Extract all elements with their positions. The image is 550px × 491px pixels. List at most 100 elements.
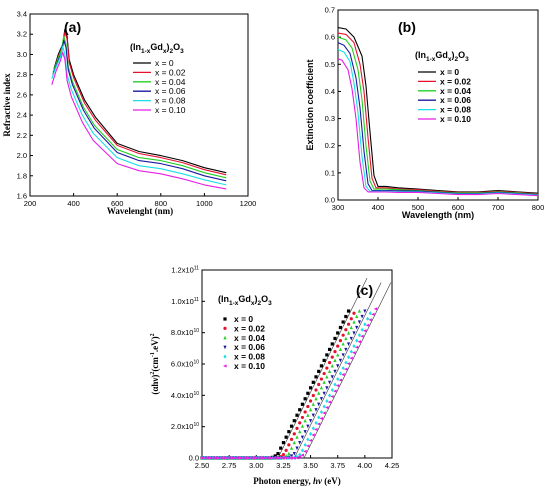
chart-a-y-ticks: 1.6 1.8 2.0 2.2 2.4 2.6 2.8 3.0 3.2 3.4 — [17, 10, 33, 201]
series-line — [337, 42, 539, 196]
data-point — [336, 364, 340, 368]
chart-c-panel-label: (c) — [356, 282, 373, 298]
chart-b: 300 400 500 600 700 800 0.0 0.1 0.2 0.3 0.4 0.5 0.6… — [305, 6, 544, 221]
data-point — [322, 371, 326, 376]
x-tick-label: 800 — [155, 199, 168, 208]
x-tick-label: 1000 — [196, 199, 213, 208]
data-point — [311, 393, 315, 398]
data-point — [314, 420, 318, 425]
chart-b-y-ticks: 0.0 0.1 0.2 0.3 0.4 0.5 0.6 0.7 — [325, 6, 341, 205]
series-line — [337, 36, 539, 195]
legend-entry: x = 0.06 — [234, 342, 265, 352]
data-point — [338, 339, 343, 343]
data-point — [346, 309, 351, 313]
data-point — [319, 385, 324, 390]
data-point — [270, 456, 275, 460]
data-point — [338, 378, 343, 382]
data-point — [357, 333, 362, 338]
y-tick-label: 2.0 — [17, 151, 27, 160]
y-tick-label: 0.5 — [325, 60, 335, 69]
data-point — [289, 446, 294, 450]
data-point — [349, 356, 353, 360]
data-point — [330, 355, 334, 359]
x-tick-label: 400 — [67, 199, 80, 208]
series-line — [337, 27, 539, 194]
legend-entry: x = 0.08 — [234, 352, 265, 362]
data-point — [300, 435, 305, 440]
data-point — [327, 380, 332, 385]
data-point — [223, 335, 227, 340]
y-tick-label: 8.0x1010 — [171, 328, 199, 337]
x-tick-label: 3.75 — [330, 461, 345, 470]
data-point — [333, 382, 337, 387]
data-point — [346, 322, 351, 326]
data-point — [346, 362, 351, 366]
chart-a: 200 400 600 800 1000 1200 1.6 1.8 2.0 2.2 2.4 2.6 2… — [2, 10, 256, 217]
chart-c-y-label: (αhν)2(cm-1.eV)2 — [150, 333, 160, 394]
data-point — [341, 341, 345, 346]
data-point — [308, 399, 313, 403]
data-point — [265, 456, 269, 460]
chart-b-y-label: Extinction coefficient — [305, 59, 315, 150]
y-tick-label: 0.0 — [325, 196, 335, 205]
data-point — [298, 408, 302, 412]
series-line — [337, 48, 539, 196]
y-tick-label: 6.0x1010 — [171, 360, 199, 369]
data-point — [322, 380, 326, 384]
legend-entry: x = 0.06 — [440, 95, 471, 105]
data-point — [330, 394, 334, 399]
chart-b-x-label: Wavelength (nm) — [402, 210, 474, 220]
data-point — [306, 413, 310, 417]
data-point — [287, 443, 291, 447]
data-point — [349, 349, 353, 354]
data-point — [295, 446, 299, 451]
data-point — [232, 456, 237, 460]
data-point — [300, 453, 305, 457]
chart-b-x-ticks: 300 400 500 600 700 800 — [332, 197, 544, 212]
data-point — [316, 422, 321, 426]
data-point — [346, 342, 351, 346]
data-point — [262, 456, 267, 460]
data-point — [317, 382, 321, 387]
data-point — [297, 455, 302, 459]
y-tick-label: 2.2 — [17, 131, 27, 140]
data-point — [276, 456, 280, 460]
data-point — [322, 391, 326, 396]
data-point — [314, 388, 318, 392]
y-tick-label: 0.6 — [325, 33, 335, 42]
data-point — [357, 340, 362, 344]
x-tick-label: 4.25 — [385, 461, 400, 470]
y-tick-label: 2.6 — [17, 90, 27, 99]
data-point — [325, 374, 329, 379]
legend-entry: x = 0.06 — [155, 86, 186, 96]
y-tick-label: 3.2 — [17, 30, 27, 39]
series-line — [337, 58, 539, 197]
data-point — [303, 449, 307, 454]
data-point — [322, 404, 326, 409]
chart-c-x-ticks: 2.50 2.75 3.00 3.25 3.50 3.75 4.00 4.25 — [195, 455, 400, 470]
data-point — [319, 397, 324, 401]
data-point — [346, 330, 351, 335]
data-point — [279, 446, 283, 450]
data-point — [292, 440, 296, 445]
data-point — [284, 448, 288, 452]
y-tick-label: 0.2 — [325, 141, 335, 150]
data-point — [306, 424, 310, 429]
data-point — [327, 360, 332, 365]
data-point — [360, 327, 364, 332]
data-point — [311, 413, 315, 418]
data-point — [248, 456, 253, 460]
data-point — [360, 314, 364, 319]
data-point — [308, 431, 313, 436]
fit-line — [303, 282, 392, 459]
data-point — [300, 424, 305, 428]
data-point — [216, 456, 220, 460]
data-point — [327, 400, 332, 404]
y-tick-label: 0.0 — [189, 454, 199, 463]
series-line — [51, 45, 227, 186]
data-point — [295, 456, 299, 460]
data-point — [325, 366, 329, 370]
data-point — [276, 452, 280, 456]
data-point — [344, 336, 348, 341]
chart-a-series — [51, 28, 227, 190]
